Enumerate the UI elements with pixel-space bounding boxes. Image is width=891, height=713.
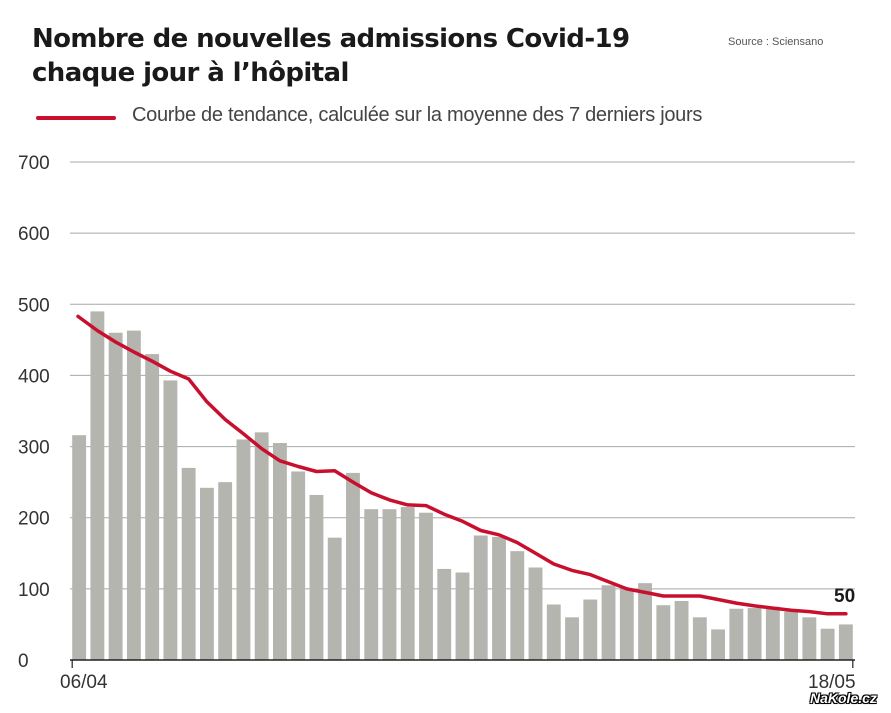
chart-title-line-1: Nombre de nouvelles admissions Covid-19 (32, 24, 630, 54)
bar-03/05 (565, 617, 579, 660)
bar-01/05 (528, 567, 543, 660)
bar-04/05 (583, 599, 598, 660)
bar-06/05 (619, 588, 634, 660)
x-tick-label-last: 18/05 (808, 672, 856, 693)
bar-26/04 (437, 568, 452, 660)
bar-12/04 (181, 467, 196, 660)
watermark-logo: NaKole.cz (810, 690, 877, 706)
bar-10/05 (692, 617, 707, 660)
bar-24/04 (400, 507, 415, 660)
bar-15/04 (236, 439, 251, 660)
legend-trend-swatch (36, 116, 116, 120)
bar-15/05 (784, 611, 799, 660)
bar-17/04 (273, 443, 287, 660)
bar-23/04 (382, 509, 397, 660)
x-tick-label-first: 06/04 (60, 672, 108, 693)
bar-09/05 (674, 600, 689, 660)
trend-line (76, 314, 848, 616)
bar-14/05 (765, 606, 780, 660)
bar-13/05 (747, 608, 762, 660)
bar-12/05 (729, 608, 744, 660)
bar-11/04 (163, 380, 178, 660)
bar-07/04 (90, 311, 105, 660)
bar-10/04 (145, 354, 160, 660)
bar-02/05 (546, 604, 561, 660)
bar-25/04 (419, 512, 433, 660)
bar-16/05 (802, 617, 817, 660)
bar-08/04 (108, 332, 123, 660)
bar-17/05 (820, 628, 835, 660)
bar-05/05 (601, 585, 616, 660)
y-tick-label-500: 500 (18, 295, 50, 316)
bar-22/04 (364, 509, 379, 660)
chart-title: Nombre de nouvelles admissions Covid-19 … (32, 22, 630, 90)
y-tick-label-400: 400 (18, 366, 50, 387)
bar-13/04 (199, 487, 214, 660)
bar-08/05 (656, 605, 671, 660)
bar-18/04 (291, 471, 306, 660)
trend-end-label: 50 (834, 586, 855, 607)
bar-18/05 (838, 624, 853, 660)
y-tick-label-100: 100 (18, 580, 50, 601)
legend-trend-label: Courbe de tendance, calculée sur la moye… (132, 104, 703, 126)
bar-30/04 (510, 551, 525, 660)
bar-21/04 (346, 472, 360, 660)
source-note: Source : Sciensano (728, 36, 824, 48)
bar-09/04 (126, 330, 141, 660)
bar-11/05 (711, 629, 726, 660)
bar-27/04 (455, 572, 470, 660)
y-tick-label-600: 600 (18, 224, 50, 245)
bar-29/04 (492, 536, 506, 660)
bar-19/04 (309, 494, 324, 660)
y-tick-label-300: 300 (18, 438, 50, 459)
bar-07/05 (638, 583, 652, 660)
y-tick-label-0: 0 (18, 651, 29, 672)
bar-06/04 (72, 435, 87, 660)
bar-16/04 (254, 432, 269, 660)
y-tick-label-700: 700 (18, 153, 50, 174)
y-tick-label-200: 200 (18, 509, 50, 530)
bar-28/04 (473, 535, 488, 660)
bar-14/04 (218, 482, 233, 660)
bar-20/04 (327, 537, 342, 660)
chart-title-line-2: chaque jour à l’hôpital (32, 58, 349, 88)
